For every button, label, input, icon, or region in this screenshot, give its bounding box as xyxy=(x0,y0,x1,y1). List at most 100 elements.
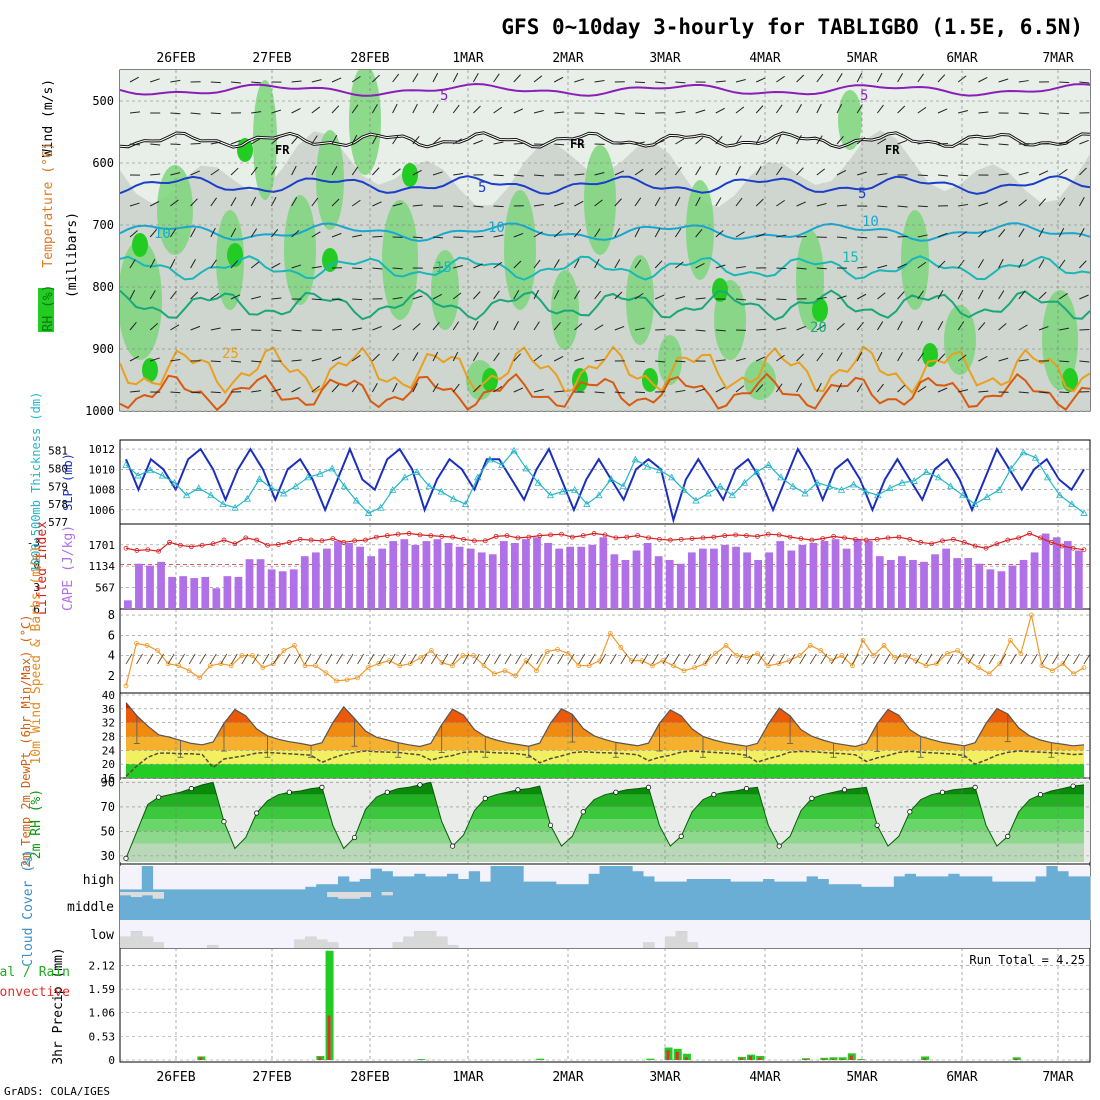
cloud-mid-patch xyxy=(130,892,143,898)
cloud-bar-middle xyxy=(991,892,1004,920)
wind-barb xyxy=(735,135,742,145)
cloud-mid-patch xyxy=(381,892,393,896)
li-point xyxy=(765,531,771,537)
wind-barb xyxy=(392,103,398,114)
li-tick-label: -3 xyxy=(27,536,40,549)
wind-barb xyxy=(574,229,582,238)
thickness-point xyxy=(740,478,749,486)
cloud-bar-high xyxy=(305,886,317,892)
wind-barb xyxy=(1020,653,1028,665)
li-point xyxy=(678,536,684,542)
precip-convective-bar xyxy=(840,1059,844,1060)
li-point xyxy=(852,536,858,542)
wind-barb xyxy=(291,386,301,393)
cloud-bar-middle xyxy=(752,892,764,920)
cloud-bar-middle xyxy=(730,892,742,920)
rh-point xyxy=(972,784,978,790)
cloud-bar-high xyxy=(784,881,797,892)
wind-point xyxy=(997,661,1003,667)
cloud-bar-high xyxy=(446,873,459,892)
wind-barb xyxy=(917,261,927,269)
wind-barb xyxy=(594,391,605,394)
wind-barb xyxy=(291,165,297,176)
li-point xyxy=(439,533,445,539)
wind-barb xyxy=(311,135,318,145)
wind-barb xyxy=(634,141,645,145)
li-point xyxy=(798,536,804,541)
wind-barb xyxy=(1018,290,1026,300)
wind-barb xyxy=(210,327,221,331)
cloud-bar-middle xyxy=(523,892,535,920)
date-label: 5MAR xyxy=(846,1070,877,1085)
cloud-bar-middle xyxy=(1068,892,1080,920)
date-label: 4MAR xyxy=(749,51,780,66)
wind-barb xyxy=(533,289,540,300)
cloud-bar-high xyxy=(392,876,404,892)
wind-barb xyxy=(594,112,605,115)
wind-barb xyxy=(553,289,560,300)
cape-bar xyxy=(488,554,497,609)
cloud-bar-middle xyxy=(708,892,720,920)
wind-barb xyxy=(1018,324,1028,331)
thickness-tick-label: 580 xyxy=(48,462,68,475)
wind-barb xyxy=(432,322,440,331)
cloud-bar-middle xyxy=(196,892,208,920)
cloud-bar-middle xyxy=(1057,892,1069,920)
wind-barb xyxy=(553,355,564,362)
cloud-bar-high xyxy=(337,876,350,892)
date-label: 7MAR xyxy=(1042,51,1073,66)
slp-tick-label: 1006 xyxy=(89,504,116,517)
cloud-bar-middle xyxy=(773,892,786,920)
wind-barb xyxy=(352,234,363,238)
thickness-point xyxy=(692,496,700,504)
cloud-bar-high xyxy=(861,886,873,892)
li-point xyxy=(1038,535,1043,541)
date-label: 1MAR xyxy=(452,1070,483,1085)
wind-barb xyxy=(452,321,460,331)
thickness-point xyxy=(789,482,797,490)
wind-barb xyxy=(546,653,554,665)
wind-barb xyxy=(1018,171,1029,176)
legend-total-rain: Total / Rain xyxy=(0,965,70,980)
cloud-bar-high xyxy=(120,889,132,892)
wind-point xyxy=(734,653,739,658)
cloud-bar-high xyxy=(752,881,764,892)
wind-barb xyxy=(453,172,464,176)
wind-tick-label: 2 xyxy=(108,669,115,683)
li-series-line xyxy=(125,532,1085,552)
thickness-point xyxy=(352,496,361,504)
cloud-bar-high xyxy=(599,866,611,892)
wind-barb xyxy=(210,360,221,363)
wind-barb xyxy=(675,261,684,269)
date-axis-top: 26FEB 27FEB 28FEB 1MAR 2MAR 3MAR 4MAR 5MAR 6MAR 7… xyxy=(156,51,1073,66)
li-point xyxy=(863,537,869,543)
cape-bar xyxy=(455,546,464,609)
li-point xyxy=(776,532,782,538)
wind-barb xyxy=(311,231,321,238)
wind-barb xyxy=(1018,228,1025,238)
wind-barb xyxy=(836,73,843,83)
wind-barb xyxy=(452,292,462,300)
wind-barb xyxy=(554,111,565,114)
wind-barb xyxy=(125,653,133,665)
thickness-point xyxy=(874,491,882,499)
wind-barb xyxy=(1058,197,1066,207)
wind-barb xyxy=(978,202,989,207)
cape-bar xyxy=(886,559,895,609)
cape-bar xyxy=(820,541,829,609)
wind-barb xyxy=(190,112,201,115)
wind-barb xyxy=(230,81,242,84)
thickness-point xyxy=(534,478,542,486)
cloud-low-patch xyxy=(403,936,415,948)
wind-barb xyxy=(230,294,241,300)
cloud-bar-high xyxy=(163,889,175,892)
thickness-point xyxy=(583,500,591,508)
li-point xyxy=(276,542,281,547)
thickness-point xyxy=(437,487,445,495)
cloud-bar-high xyxy=(479,881,491,892)
thickness-point xyxy=(995,486,1003,493)
wind-barb xyxy=(614,142,625,145)
precip-convective-bar xyxy=(803,1059,807,1060)
rh-saturated-region xyxy=(322,248,338,272)
rh-high-region xyxy=(686,180,714,280)
